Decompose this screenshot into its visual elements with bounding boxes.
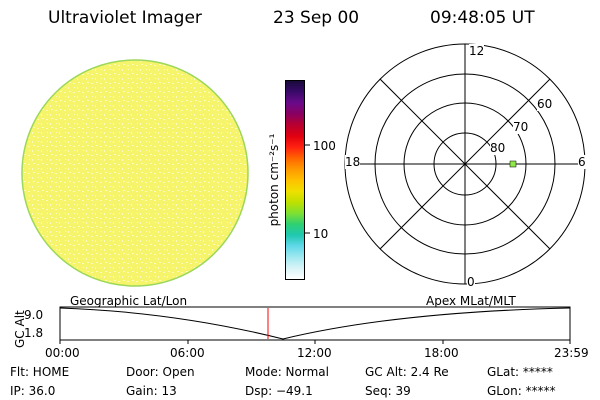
data-point-marker [509, 160, 517, 168]
apex-title: Apex MLat/MLT [426, 294, 516, 308]
mlt-label-18: 18 [345, 155, 361, 169]
time-label: 09:48:05 UT [430, 8, 535, 28]
door-info: Door: Open [126, 365, 195, 379]
gain-info: Gain: 13 [126, 384, 177, 398]
colorbar-tick-10: 10 [313, 227, 329, 241]
seq-info: Seq: 39 [365, 384, 411, 398]
mlat-label-70: 70 [513, 120, 529, 134]
mlt-label-12: 12 [469, 44, 485, 58]
x-tick-1200: 12:00 [297, 346, 332, 360]
colorbar-tick-100: 100 [313, 139, 336, 153]
earth-disk-rim [21, 59, 249, 287]
mlt-label-6: 6 [578, 155, 586, 169]
glat-info: GLat: ***** [487, 365, 553, 379]
y-tick-1-8: 1.8 [24, 326, 44, 340]
x-tick-2359: 23:59 [554, 346, 589, 360]
x-tick-1800: 18:00 [424, 346, 459, 360]
date-label: 23 Sep 00 [273, 8, 360, 28]
mlt-label-0: 0 [467, 275, 475, 289]
flt-info: Flt: HOME [10, 365, 70, 379]
mode-info: Mode: Normal [245, 365, 329, 379]
mlat-label-80: 80 [490, 141, 506, 155]
ip-info: IP: 36.0 [10, 384, 56, 398]
app-title: Ultraviolet Imager [48, 8, 202, 28]
y-tick-9: 9.0 [24, 308, 44, 322]
gc-alt-info: GC Alt: 2.4 Re [365, 365, 449, 379]
colorbar [285, 80, 305, 280]
mlat-label-60: 60 [537, 97, 553, 111]
geographic-title: Geographic Lat/Lon [70, 294, 188, 308]
x-tick-0000: 00:00 [45, 346, 80, 360]
x-tick-0600: 06:00 [170, 346, 205, 360]
glon-info: GLon: ***** [487, 384, 556, 398]
earth-disk [22, 60, 248, 286]
dsp-info: Dsp: −49.1 [245, 384, 313, 398]
